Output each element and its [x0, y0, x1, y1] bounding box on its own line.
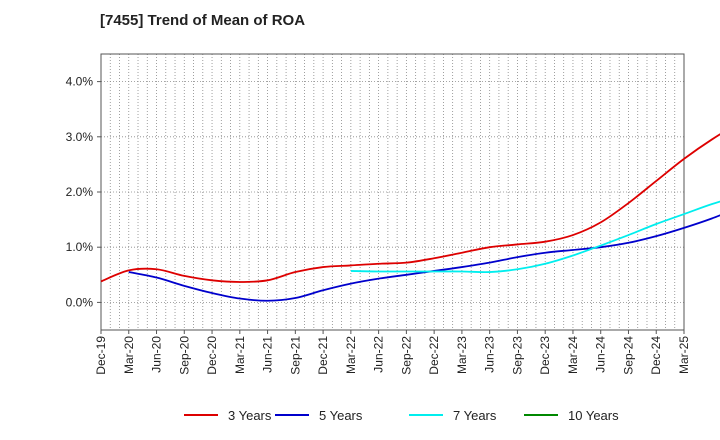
x-tick-label: Mar-22 [344, 336, 358, 374]
chart-title: [7455] Trend of Mean of ROA [100, 12, 306, 29]
legend-item-7-years: 7 Years [409, 404, 496, 426]
x-tick-label: Mar-23 [455, 336, 469, 374]
series-line-5-years [128, 214, 720, 302]
legend: 3 Years 5 Years 7 Years 10 Years [0, 404, 720, 426]
y-tick-label: 4.0% [66, 75, 94, 89]
series-line-3-years [100, 133, 720, 283]
legend-item-10-years: 10 Years [524, 404, 619, 426]
x-tick-label: Dec-24 [649, 336, 663, 375]
x-tick-label: Jun-23 [483, 336, 497, 373]
x-tick-label: Dec-23 [538, 336, 552, 375]
x-tick-label: Sep-20 [177, 336, 191, 375]
legend-label: 3 Years [228, 407, 272, 423]
x-tick-label: Sep-22 [399, 336, 413, 375]
x-tick-label: Mar-25 [677, 336, 691, 374]
legend-swatch [275, 414, 309, 416]
x-tick-label: Jun-24 [594, 336, 608, 373]
x-tick-label: Dec-20 [205, 336, 219, 375]
y-tick-label: 2.0% [66, 185, 94, 199]
x-tick-label: Dec-19 [94, 336, 108, 375]
x-tick-label: Jun-20 [150, 336, 164, 373]
legend-item-3-years: 3 Years [184, 404, 271, 426]
x-tick-label: Sep-23 [510, 336, 524, 375]
y-tick-label: 0.0% [66, 295, 94, 309]
legend-swatch [184, 414, 218, 416]
x-tick-label: Sep-21 [288, 336, 302, 375]
legend-label: 5 Years [319, 407, 363, 423]
x-tick-label: Dec-21 [316, 336, 330, 375]
x-tick-label: Dec-22 [427, 336, 441, 375]
legend-item-5-years: 5 Years [275, 404, 362, 426]
x-tick-label: Sep-24 [621, 336, 635, 375]
y-tick-label: 3.0% [66, 130, 94, 144]
series-layer [100, 133, 720, 302]
x-tick-label: Jun-22 [372, 336, 386, 373]
axis-layer: 0.0% 1.0% 2.0% 3.0% 4.0% Dec-19 Mar-20 Jun-20 Se… [66, 75, 691, 375]
legend-label: 7 Years [453, 407, 497, 423]
x-tick-label: Mar-20 [122, 336, 136, 374]
y-tick-label: 1.0% [66, 240, 94, 254]
grid-layer [101, 54, 684, 330]
x-tick-label: Mar-24 [566, 336, 580, 374]
legend-label: 10 Years [568, 407, 619, 423]
x-tick-label: Jun-21 [261, 336, 275, 373]
x-tick-label: Mar-21 [233, 336, 247, 374]
legend-swatch [524, 414, 558, 416]
series-line-7-years [350, 200, 720, 274]
legend-swatch [409, 414, 443, 416]
